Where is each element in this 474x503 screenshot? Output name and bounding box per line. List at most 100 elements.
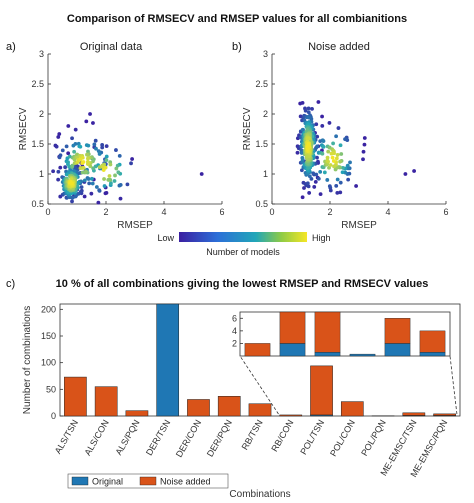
scatter-a-y-tick-label: 1 bbox=[39, 169, 44, 179]
scatter-a-data-point bbox=[107, 174, 112, 178]
scatter-a-data-point bbox=[89, 191, 94, 196]
scatter-b-data-point bbox=[334, 156, 339, 161]
scatter-b-data-point bbox=[320, 114, 324, 119]
bar-noise-added bbox=[340, 401, 364, 417]
scatter-b-data-point bbox=[300, 195, 305, 200]
scatter-b-data-point bbox=[300, 157, 305, 162]
scatter-a-x-tick-label: 0 bbox=[45, 207, 50, 217]
scatter-b-data-point bbox=[334, 134, 339, 139]
scatter-a-data-point bbox=[79, 185, 84, 190]
bar-category-label: POL/PQN bbox=[359, 418, 388, 458]
inset-bar-noise-added bbox=[384, 318, 411, 344]
bar-noise-added bbox=[402, 412, 426, 416]
inset-y-tick-label: 4 bbox=[232, 326, 237, 336]
scatter-a-x-tick-label: 4 bbox=[161, 207, 166, 217]
bar-category-label: ALS/PQN bbox=[113, 418, 141, 457]
scatter-b-data-point bbox=[345, 163, 350, 168]
bar-noise-added bbox=[125, 410, 149, 417]
bar-category-label: DER/CON bbox=[174, 418, 203, 459]
scatter-b-data-point bbox=[362, 136, 367, 140]
scatter-a-data-point bbox=[71, 143, 76, 148]
scatter-b-data-point bbox=[306, 147, 310, 151]
bar-noise-added bbox=[279, 414, 303, 417]
scatter-b-x-tick-label: 6 bbox=[443, 207, 448, 217]
scatter-a-data-point bbox=[114, 148, 118, 152]
scatter-b-data-point bbox=[315, 155, 319, 160]
scatter-b-data-point bbox=[318, 192, 323, 197]
scatter-a-data-point bbox=[87, 181, 92, 186]
scatter-a-data-point bbox=[64, 144, 69, 149]
scatter-b-data-point bbox=[361, 157, 365, 162]
scatter-a-data-point bbox=[90, 181, 95, 186]
scatter-a-data-point bbox=[93, 138, 98, 143]
scatter-b-data-point bbox=[299, 150, 304, 155]
scatter-b-data-point bbox=[295, 150, 300, 155]
scatter-b-data-point bbox=[307, 191, 312, 195]
scatter-b-data-point bbox=[321, 144, 326, 149]
inset-connector-left bbox=[239, 355, 279, 415]
scatter-a-data-point bbox=[73, 127, 78, 132]
scatter-a-data-point bbox=[51, 169, 56, 174]
scatter-plot-original: 0 2 4 6 0.5 1 1.5 2 2.5 3 RMSEP RMSECV bbox=[18, 49, 225, 231]
scatter-b-data-point bbox=[320, 123, 325, 128]
scatter-a-data-point bbox=[94, 185, 99, 189]
scatter-b-data-point bbox=[316, 176, 321, 181]
inset-bar-original bbox=[349, 353, 376, 357]
scatter-a-data-point bbox=[94, 146, 98, 151]
scatter-b-data-point bbox=[361, 149, 366, 154]
scatter-b-data-point bbox=[348, 160, 352, 165]
scatter-b-data-point bbox=[303, 108, 308, 113]
scatter-b-y-tick-label: 2.5 bbox=[255, 79, 268, 89]
scatter-a-data-point bbox=[104, 158, 109, 163]
scatter-b-data-point bbox=[306, 136, 311, 141]
scatter-a-data-point bbox=[72, 149, 77, 154]
scatter-b-data-point bbox=[331, 141, 336, 146]
scatter-a-data-point bbox=[97, 152, 102, 156]
scatter-a-data-point bbox=[117, 183, 122, 188]
bar-noise-added bbox=[217, 396, 241, 417]
scatter-b-data-point bbox=[320, 151, 325, 156]
scatter-b-data-point bbox=[306, 106, 311, 111]
scatter-a-data-point bbox=[89, 176, 94, 181]
scatter-b-data-point bbox=[331, 159, 336, 163]
scatter-a-data-point bbox=[70, 199, 74, 204]
scatter-b-data-point bbox=[335, 177, 340, 182]
bar-noise-added bbox=[94, 386, 118, 417]
scatter-a-data-point bbox=[101, 168, 106, 172]
legend-swatch-noise-added bbox=[139, 476, 157, 486]
figure-title-top: Comparison of RMSECV and RMSEP values fo… bbox=[67, 13, 407, 25]
scatter-a-data-point bbox=[86, 177, 91, 181]
scatter-a-data-point bbox=[100, 143, 105, 147]
scatter-a-data-point bbox=[118, 196, 123, 201]
legend-swatch-original bbox=[71, 476, 89, 486]
scatter-b-data-point bbox=[321, 139, 326, 143]
scatter-b-y-tick-label: 2 bbox=[263, 109, 268, 119]
scatter-b-data-point bbox=[336, 126, 341, 130]
scatter-b-data-point bbox=[341, 165, 345, 170]
bar-chart-combinations: 0 50 100 150 200 Number of combinations ALS/TS… bbox=[22, 303, 461, 500]
scatter-b-x-tick-label: 4 bbox=[385, 207, 390, 217]
scatter-a-data-point bbox=[69, 191, 74, 196]
scatter-b-data-point bbox=[305, 181, 310, 186]
scatter-b-data-point bbox=[314, 122, 319, 127]
scatter-a-y-axis-label: RMSECV bbox=[18, 107, 29, 150]
scatter-b-data-point bbox=[338, 143, 343, 148]
scatter-a-data-point bbox=[56, 135, 61, 139]
inset-connector-right bbox=[449, 355, 458, 415]
scatter-a-data-point bbox=[85, 156, 90, 161]
scatter-a-data-point bbox=[82, 178, 87, 183]
inset-y-tick-label: 2 bbox=[232, 338, 237, 348]
panel-label-c: c) bbox=[6, 278, 15, 290]
scatter-a-data-point bbox=[66, 160, 70, 165]
scatter-b-data-point bbox=[315, 144, 320, 149]
bar-y-tick-label: 200 bbox=[41, 304, 56, 314]
scatter-a-y-tick-label: 0.5 bbox=[31, 199, 44, 209]
scatter-b-data-point bbox=[306, 165, 311, 170]
scatter-b-x-tick-label: 0 bbox=[269, 207, 274, 217]
scatter-b-data-point bbox=[310, 106, 314, 111]
scatter-a-data-point bbox=[84, 119, 89, 124]
scatter-a-data-point bbox=[129, 161, 133, 166]
scatter-b-data-point bbox=[354, 184, 358, 188]
scatter-b-data-point bbox=[335, 152, 340, 157]
bar-noise-added bbox=[187, 399, 210, 417]
